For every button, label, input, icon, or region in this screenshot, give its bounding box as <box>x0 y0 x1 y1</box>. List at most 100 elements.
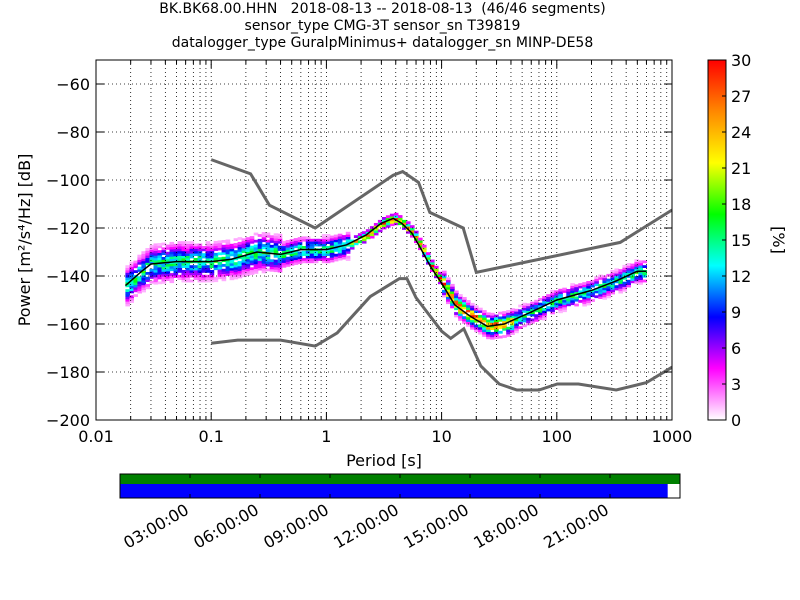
heatmap-cell <box>526 303 531 307</box>
heatmap-cell <box>377 219 383 223</box>
heatmap-cell <box>137 278 142 282</box>
heatmap-cell <box>269 235 275 239</box>
heatmap-cell <box>606 285 611 289</box>
heatmap-cell <box>309 255 315 259</box>
heatmap-cell <box>265 242 271 245</box>
heatmap-cell <box>618 276 623 280</box>
heatmap-cell <box>177 241 183 244</box>
heatmap-cell <box>550 309 555 312</box>
heatmap-cell <box>402 227 407 230</box>
heatmap-cell <box>213 252 219 256</box>
heatmap-cell <box>229 260 235 264</box>
heatmap-cell <box>285 249 291 253</box>
heatmap-cell <box>582 301 587 305</box>
heatmap-cell <box>486 329 491 332</box>
heatmap-cell <box>257 265 263 269</box>
heatmap-cell <box>301 246 307 249</box>
heatmap-cell <box>269 261 275 265</box>
heatmap-cell <box>277 248 283 251</box>
heatmap-cell <box>281 245 287 249</box>
heatmap-cell <box>249 250 255 254</box>
heatmap-cell <box>173 255 179 259</box>
heatmap-cell <box>494 336 499 339</box>
heatmap-cell <box>510 317 515 321</box>
heatmap-cell <box>458 298 463 302</box>
heatmap-cell <box>478 317 483 321</box>
heatmap-cell <box>466 316 471 320</box>
heatmap-cell <box>430 262 435 265</box>
heatmap-cell <box>434 265 439 269</box>
heatmap-cell <box>209 265 215 268</box>
heatmap-cell <box>634 266 639 270</box>
heatmap-cell <box>450 305 455 309</box>
heatmap-cell <box>341 254 347 258</box>
heatmap-cell <box>566 293 571 297</box>
heatmap-cell <box>562 290 567 293</box>
heatmap-cell <box>502 335 507 338</box>
heatmap-cell <box>165 266 171 269</box>
heatmap-cell <box>285 261 291 265</box>
heatmap-cell <box>169 268 175 272</box>
heatmap-cell <box>406 223 411 227</box>
heatmap-cell <box>177 255 183 259</box>
heatmap-cell <box>466 304 471 308</box>
heatmap-cell <box>301 258 307 261</box>
heatmap-cell <box>389 223 395 227</box>
heatmap-cell <box>237 256 243 260</box>
heatmap-cell <box>602 289 607 293</box>
heatmap-cell <box>165 256 171 260</box>
heatmap-cell <box>149 271 155 274</box>
heatmap-cell <box>558 288 563 292</box>
heatmap-cell <box>125 303 130 307</box>
heatmap-cell <box>177 250 183 254</box>
heatmap-cell <box>245 242 251 245</box>
heatmap-cell <box>333 249 339 252</box>
heatmap-cell <box>225 261 231 264</box>
heatmap-cell <box>482 326 487 330</box>
heatmap-cell <box>249 260 255 263</box>
heatmap-cell <box>153 253 159 256</box>
heatmap-cell <box>570 287 575 291</box>
heatmap-cell <box>562 304 567 308</box>
heatmap-cell <box>538 297 543 301</box>
heatmap-cell <box>606 278 611 282</box>
heatmap-cell <box>634 280 639 284</box>
heatmap-cell <box>165 275 171 279</box>
heatmap-cell <box>426 257 431 260</box>
heatmap-cell <box>325 234 331 237</box>
heatmap-cell <box>550 289 555 293</box>
heatmap-cell <box>261 265 267 269</box>
heatmap-cell <box>454 290 459 294</box>
heatmap-cell <box>297 244 303 248</box>
heatmap-cell <box>466 302 471 306</box>
heatmap-cell <box>261 236 267 240</box>
segment-coverage-bar <box>120 484 668 498</box>
heatmap-cell <box>570 295 575 298</box>
heatmap-cell <box>317 255 323 259</box>
heatmap-cell <box>329 245 335 248</box>
heatmap-cell <box>638 282 643 285</box>
heatmap-cell <box>498 311 503 315</box>
heatmap-cell <box>474 305 479 309</box>
heatmap-cell <box>189 250 195 254</box>
heatmap-cell <box>141 277 146 281</box>
heatmap-cell <box>558 298 563 302</box>
heatmap-cell <box>137 259 142 263</box>
heatmap-cell <box>225 270 231 274</box>
heatmap-cell <box>149 261 155 265</box>
heatmap-cell <box>189 246 195 249</box>
heatmap-cell <box>221 268 227 272</box>
heatmap-cell <box>458 318 463 321</box>
heatmap-cell <box>269 240 275 243</box>
heatmap-cell <box>237 265 243 269</box>
heatmap-cell <box>273 254 279 258</box>
heatmap-cell <box>590 284 595 288</box>
heatmap-cell <box>598 291 603 295</box>
heatmap-cell <box>125 274 130 278</box>
heatmap-cell <box>337 250 343 254</box>
heatmap-cell <box>494 333 499 337</box>
heatmap-cell <box>301 238 307 242</box>
heatmap-cell <box>630 280 635 284</box>
heatmap-cell <box>133 287 138 290</box>
heatmap-cell <box>574 296 579 300</box>
